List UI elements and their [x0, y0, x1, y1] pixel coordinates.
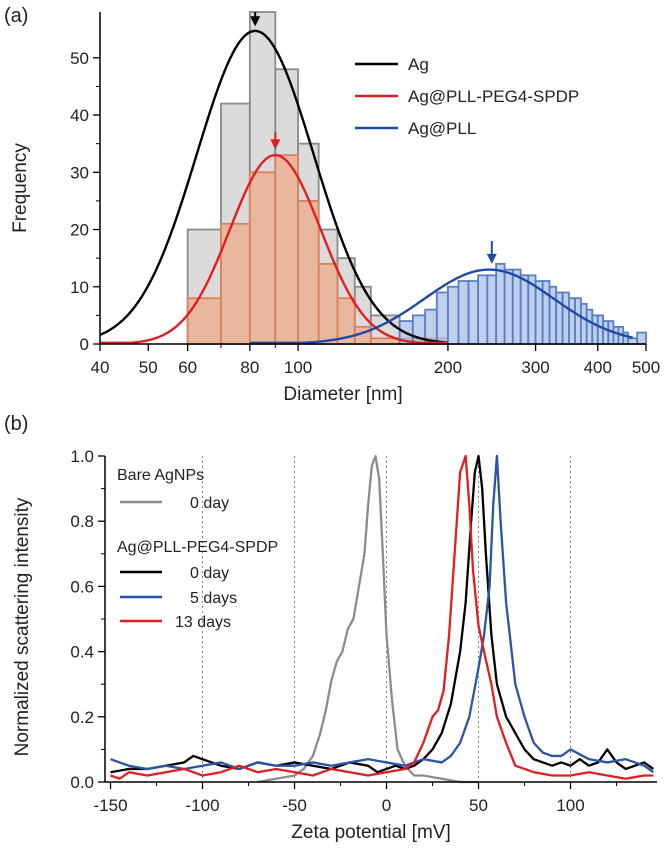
- y-tick-label: 0.0: [70, 773, 94, 792]
- panel-b-axes: 0.0 0.2 0.4 0.6 0.8 1.0 -150 -100 -50 0 50 100 Zeta …: [12, 447, 657, 843]
- y-tick-label: 10: [70, 278, 89, 297]
- y-tick-label: 30: [70, 163, 89, 182]
- hist-bar-ag-pll-peg4-spdp-4: [248, 171, 277, 345]
- panel-a-label: (a): [4, 5, 28, 27]
- panel-b-legend: Bare AgNPs 0 day Ag@PLL-PEG4-SPDP 0 day …: [117, 467, 278, 631]
- x-tick-label: 50: [469, 796, 488, 815]
- panel-b-gridlines: [202, 456, 571, 782]
- hist-bar-ag-pll-peg4-spdp-7: [317, 262, 339, 345]
- hist-bar-ag-pll-12: [519, 274, 530, 345]
- panel-a-arrows: [250, 12, 497, 264]
- legend-group-bare-title: Bare AgNPs: [117, 467, 204, 484]
- y-tick-label: 0.8: [70, 512, 94, 531]
- x-tick-label: -100: [186, 796, 220, 815]
- panel-a-histograms: [186, 11, 647, 345]
- x-axis-label: Diameter [nm]: [283, 384, 402, 405]
- y-tick-label: 20: [70, 221, 89, 240]
- fit-curve-ag-pll-peg4-spdp: [100, 153, 448, 345]
- panel-b-series: [110, 454, 654, 784]
- hist-bar-ag-pll-peg4-spdp-5: [274, 154, 299, 345]
- x-tick-label: 400: [584, 358, 612, 377]
- hist-bar-ag-pll-8: [486, 274, 498, 345]
- x-tick-label: 50: [139, 358, 158, 377]
- hist-bar-ag-pll-11: [511, 268, 522, 345]
- x-tick-label: 500: [632, 358, 660, 377]
- panel-b: (b) 0.0 0.2 0.4 0.6 0.8 1.0 -150 -100 -50 0 50 100 Z…: [4, 413, 657, 843]
- legend-label-ag-pll: Ag@PLL: [408, 119, 476, 138]
- y-axis-label: Frequency: [10, 143, 31, 233]
- hist-bar-ag-pll-6: [467, 280, 480, 345]
- y-axis-label: Normalized scattering intensity: [12, 497, 33, 756]
- peak-arrow-head-2: [486, 253, 497, 264]
- hist-bar-ag-pll-5: [457, 280, 470, 345]
- x-axis-label: Zeta potential [mV]: [291, 822, 450, 843]
- hist-bar-ag-pll-4: [447, 285, 460, 345]
- y-tick-label: 0.6: [70, 577, 94, 596]
- x-tick-label: 100: [284, 358, 312, 377]
- x-tick-label: 80: [240, 358, 259, 377]
- hist-bar-ag-pll-19: [568, 297, 576, 345]
- peak-arrow-head-1: [270, 139, 281, 150]
- legend-label-coated-13days: 13 days: [175, 614, 231, 631]
- x-tick-label: 200: [434, 358, 462, 377]
- hist-bar-ag-pll-3: [435, 291, 449, 345]
- x-tick-label: 60: [178, 358, 197, 377]
- fit-curve-ag-pll: [249, 268, 633, 345]
- legend-label-ag: Ag: [408, 55, 429, 74]
- hist-bar-ag-pll-peg4-spdp-6: [297, 199, 320, 345]
- peak-arrow-head-0: [250, 16, 261, 27]
- series-line-ag-pll-peg4-spdp-13-days: [110, 454, 654, 780]
- hist-bar-ag-pll-peg4-spdp-2: [186, 297, 222, 345]
- y-tick-label: 0.2: [70, 708, 94, 727]
- legend-label-coated-0day: 0 day: [190, 565, 229, 582]
- hist-bar-ag-pll-peg4-spdp-3: [220, 222, 251, 345]
- legend-label-bare-0day: 0 day: [190, 495, 229, 512]
- x-tick-label: 300: [521, 358, 549, 377]
- x-tick-label: -50: [282, 796, 307, 815]
- y-tick-label: 0: [80, 335, 89, 354]
- y-tick-label: 50: [70, 49, 89, 68]
- y-tick-label: 0.4: [70, 643, 94, 662]
- panel-a-legend: Ag Ag@PLL-PEG4-SPDP Ag@PLL: [355, 55, 579, 138]
- hist-bar-ag-pll-10: [503, 268, 514, 345]
- legend-group-coated-title: Ag@PLL-PEG4-SPDP: [117, 539, 278, 556]
- legend-label-ag-pll-peg4-spdp: Ag@PLL-PEG4-SPDP: [408, 87, 579, 106]
- panel-a: (a) 0 10 20 30 40 50 40 50 60 80 100 200 300 400 500 Di…: [4, 5, 660, 405]
- panel-b-label: (b): [4, 413, 28, 435]
- x-tick-label: 0: [382, 796, 391, 815]
- hist-bar-ag-pll-9: [495, 262, 506, 345]
- x-tick-label: 100: [556, 796, 584, 815]
- x-tick-label: -150: [94, 796, 128, 815]
- hist-bar-ag-pll-18: [561, 291, 570, 345]
- hist-bar-ag-pll-7: [477, 274, 489, 345]
- panel-a-fit-curves: [99, 29, 633, 345]
- y-tick-label: 1.0: [70, 447, 94, 466]
- legend-label-coated-5days: 5 days: [190, 590, 237, 607]
- series-line-ag-pll-peg4-spdp-0-day: [110, 454, 654, 774]
- y-tick-label: 40: [70, 106, 89, 125]
- hist-bar-ag-pll-30: [627, 337, 639, 345]
- series-line-bare-agnps-0-day: [257, 454, 479, 784]
- hist-bar-ag-pll-31: [636, 331, 647, 345]
- x-tick-label: 40: [91, 358, 110, 377]
- panel-a-axes: 0 10 20 30 40 50 40 50 60 80 100 200 300 400 500 Diamet…: [10, 12, 660, 405]
